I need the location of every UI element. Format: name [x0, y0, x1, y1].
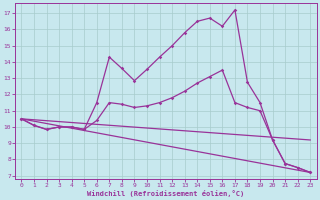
X-axis label: Windchill (Refroidissement éolien,°C): Windchill (Refroidissement éolien,°C): [87, 190, 244, 197]
